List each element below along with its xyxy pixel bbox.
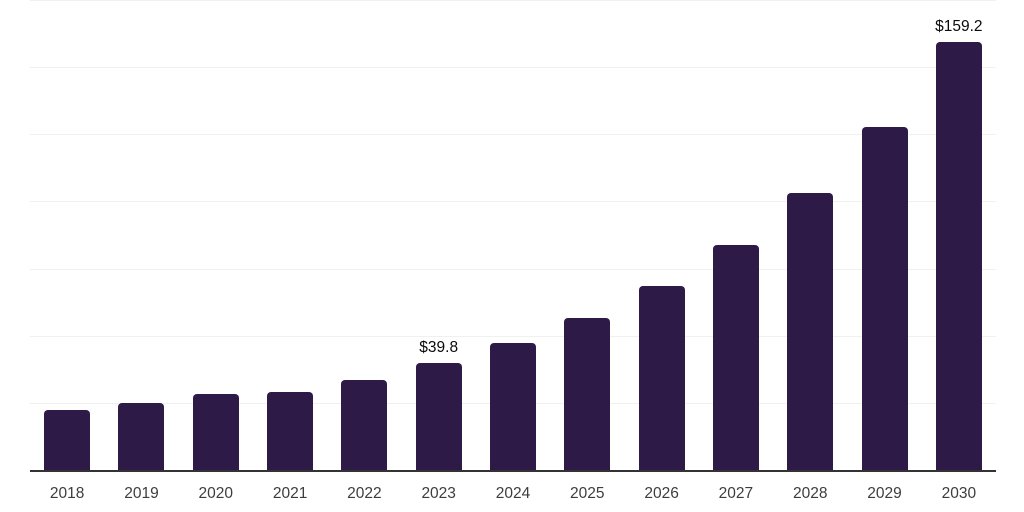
gridline-175 (30, 0, 996, 1)
x-tick-2030: 2030 (941, 485, 977, 502)
bar-2021 (267, 392, 314, 470)
gridline-75 (30, 268, 996, 270)
x-axis-line (30, 470, 996, 472)
x-tick-2024: 2024 (495, 485, 531, 502)
value-label-2023: $39.8 (419, 339, 459, 357)
gridline-100 (30, 201, 996, 203)
bar-2027 (712, 244, 759, 470)
value-label-2030: $159.2 (935, 18, 983, 36)
gridline-150 (30, 67, 996, 69)
x-tick-2027: 2027 (718, 485, 754, 502)
bar-2028 (787, 193, 834, 470)
x-tick-2022: 2022 (347, 485, 382, 502)
gridline-50 (30, 335, 996, 337)
x-tick-2021: 2021 (272, 485, 308, 502)
x-tick-2018: 2018 (49, 485, 85, 502)
x-tick-2026: 2026 (644, 485, 679, 502)
bar-2023 (415, 363, 462, 470)
x-tick-2028: 2028 (792, 485, 828, 502)
bar-2030 (935, 42, 982, 470)
x-tick-2029: 2029 (867, 485, 902, 502)
gridline-125 (30, 134, 996, 136)
x-tick-2020: 2020 (198, 485, 233, 502)
bar-2024 (490, 342, 536, 470)
bar-2029 (861, 127, 908, 470)
bar-2025 (564, 317, 611, 470)
x-tick-2019: 2019 (124, 485, 159, 502)
bar-2022 (341, 380, 388, 470)
bar-2020 (192, 393, 239, 470)
x-tick-2025: 2025 (570, 485, 605, 502)
x-tick-2023: 2023 (421, 485, 456, 502)
bar-2018 (44, 410, 91, 470)
bar-2019 (118, 402, 165, 470)
bar-2026 (638, 285, 685, 470)
